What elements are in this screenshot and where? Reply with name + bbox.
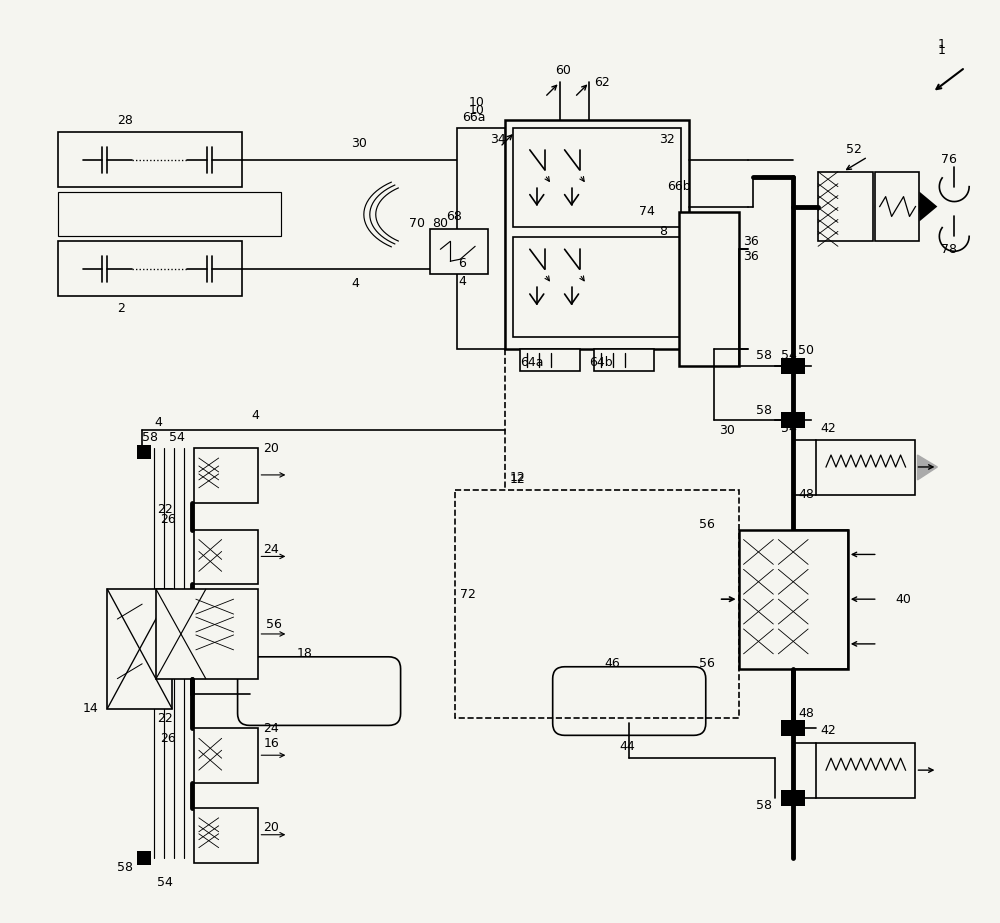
Text: 4: 4: [252, 409, 259, 422]
Bar: [781, 413, 805, 428]
Bar: [430, 230, 488, 274]
Bar: [594, 349, 654, 370]
Polygon shape: [919, 192, 937, 222]
Text: 10: 10: [468, 103, 484, 116]
Bar: [107, 589, 172, 709]
Bar: [58, 241, 242, 296]
Bar: [781, 357, 805, 374]
Text: 10: 10: [468, 96, 484, 109]
Text: 64b: 64b: [589, 356, 613, 369]
Bar: [194, 808, 258, 863]
Text: 80: 80: [432, 217, 448, 230]
Text: 44: 44: [619, 739, 635, 753]
Text: 62: 62: [594, 76, 610, 89]
Text: 40: 40: [896, 593, 911, 605]
Text: 74: 74: [639, 205, 655, 218]
Text: 36: 36: [744, 234, 759, 248]
Text: 12: 12: [510, 472, 526, 485]
Bar: [513, 237, 681, 337]
Bar: [457, 128, 505, 349]
Bar: [816, 440, 915, 495]
FancyBboxPatch shape: [238, 657, 401, 725]
Text: 60: 60: [555, 64, 571, 77]
Bar: [137, 445, 151, 459]
Bar: [818, 172, 873, 241]
Text: 18: 18: [296, 647, 312, 660]
Text: 66a: 66a: [462, 111, 486, 124]
Text: 12: 12: [510, 473, 526, 486]
Text: 26: 26: [160, 513, 176, 526]
Polygon shape: [917, 455, 937, 480]
FancyBboxPatch shape: [553, 666, 706, 736]
Bar: [194, 728, 258, 783]
Text: 6: 6: [458, 257, 466, 270]
Text: 54: 54: [781, 349, 797, 362]
Bar: [58, 132, 242, 186]
Text: 30: 30: [351, 138, 367, 150]
Text: 42: 42: [820, 422, 836, 435]
Text: 4: 4: [351, 277, 359, 290]
Text: 20: 20: [263, 821, 279, 834]
Text: 58: 58: [756, 403, 772, 417]
Bar: [679, 211, 739, 366]
Bar: [781, 790, 805, 806]
Bar: [58, 192, 281, 236]
Text: 58: 58: [756, 799, 772, 812]
Text: 32: 32: [659, 134, 675, 147]
Text: 66b: 66b: [667, 180, 691, 193]
Text: 28: 28: [117, 114, 133, 126]
Text: 50: 50: [798, 344, 814, 357]
Text: 24: 24: [263, 543, 279, 556]
Bar: [505, 120, 689, 349]
Bar: [739, 530, 848, 669]
Text: 54: 54: [781, 722, 797, 735]
Text: 20: 20: [263, 441, 279, 455]
Bar: [816, 743, 915, 798]
Text: 64a: 64a: [520, 356, 543, 369]
Text: 4: 4: [458, 274, 466, 288]
Text: 46: 46: [604, 657, 620, 670]
Text: 54: 54: [169, 431, 185, 444]
Bar: [137, 851, 151, 865]
Text: 56: 56: [266, 617, 282, 630]
Text: 58: 58: [117, 861, 133, 874]
Bar: [513, 128, 681, 227]
Text: 22: 22: [157, 712, 173, 725]
Bar: [194, 448, 258, 503]
Text: 58: 58: [142, 431, 158, 444]
Text: 48: 48: [798, 707, 814, 720]
Text: 8: 8: [659, 225, 667, 238]
Bar: [520, 349, 580, 370]
Text: 14: 14: [83, 702, 98, 715]
Text: 24: 24: [263, 722, 279, 735]
Bar: [781, 721, 805, 737]
Bar: [875, 172, 919, 241]
Text: 70: 70: [409, 217, 425, 230]
Text: 16: 16: [263, 737, 279, 749]
Text: 72: 72: [460, 588, 476, 601]
Text: 78: 78: [941, 243, 957, 256]
Text: 56: 56: [699, 518, 715, 531]
Text: 30: 30: [719, 424, 735, 437]
Text: 54: 54: [157, 876, 173, 889]
Text: 22: 22: [157, 503, 173, 516]
Text: 26: 26: [160, 732, 176, 745]
Text: 42: 42: [820, 724, 836, 737]
Text: 1: 1: [937, 44, 945, 57]
Bar: [194, 530, 258, 584]
Text: 58: 58: [756, 349, 772, 362]
Text: 34: 34: [490, 134, 506, 147]
Text: 36: 36: [744, 250, 759, 263]
Text: 68: 68: [446, 210, 462, 223]
Text: 2: 2: [117, 303, 125, 316]
Text: 48: 48: [798, 488, 814, 501]
Bar: [156, 589, 258, 678]
Text: 52: 52: [846, 143, 862, 156]
Text: 4: 4: [154, 415, 162, 429]
Text: 54: 54: [781, 422, 797, 435]
Text: 56: 56: [699, 657, 715, 670]
Text: 1: 1: [937, 38, 945, 51]
Text: 76: 76: [941, 153, 957, 166]
Bar: [455, 490, 739, 718]
